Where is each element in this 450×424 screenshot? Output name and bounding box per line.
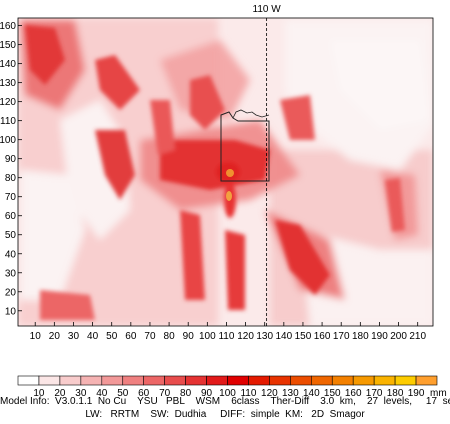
x-tick-label: 190 <box>371 331 388 342</box>
colorbar-level-label: 60 <box>138 388 150 399</box>
y-tick-label: 60 <box>5 211 17 222</box>
y-tick-label: 80 <box>5 173 17 184</box>
colorbar-level-label: 140 <box>303 388 320 399</box>
colorbar-level-label: 170 <box>366 388 383 399</box>
colorbar-level-label: 160 <box>345 388 362 399</box>
colorbar-level-label: 20 <box>54 388 66 399</box>
x-tick-label: 40 <box>87 331 99 342</box>
x-tick-label: 140 <box>275 331 292 342</box>
colorbar-level-label: 30 <box>75 388 87 399</box>
x-tick-label: 150 <box>295 331 312 342</box>
colorbar-swatch <box>269 375 291 386</box>
meridian-label: 110 W <box>253 4 282 15</box>
colorbar-swatch <box>164 375 186 386</box>
y-tick-label: 50 <box>5 230 17 241</box>
y-tick-label: 100 <box>0 135 16 146</box>
colorbar-swatch <box>227 375 249 386</box>
colorbar-level-label: 10 <box>33 388 45 399</box>
x-tick-label: 130 <box>256 331 273 342</box>
colorbar-swatch <box>38 375 61 386</box>
x-tick-label: 200 <box>390 331 407 342</box>
y-tick-label: 110 <box>0 116 16 127</box>
colorbar-level-label: 110 <box>240 388 256 399</box>
y-tick-label: 120 <box>0 97 16 108</box>
colorbar-swatch <box>206 375 228 386</box>
colorbar-level-label: 150 <box>324 388 341 399</box>
x-tick-label: 160 <box>314 331 331 342</box>
colorbar-level-label: 120 <box>261 388 278 399</box>
colorbar-swatch <box>331 375 354 386</box>
x-tick-label: 180 <box>352 331 369 342</box>
colorbar-level-label: 70 <box>159 388 171 399</box>
y-tick-label: 130 <box>0 78 16 89</box>
plot-frame <box>17 17 434 327</box>
colorbar: 10 20 30 40 50 60 70 80 90 100 110 120 130 140 150 160 1… <box>17 375 438 399</box>
x-tick-label: 80 <box>164 331 176 342</box>
x-tick-label: 60 <box>125 331 137 342</box>
colorbar-swatch <box>248 375 270 386</box>
colorbar-swatch <box>185 375 207 386</box>
colorbar-swatch <box>17 375 40 386</box>
colorbar-swatch <box>394 375 417 386</box>
colorbar-swatch <box>80 375 103 386</box>
physics-info-text: LW: RRTM SW: Dudhia DIFF: simple KM: 2D … <box>85 409 365 420</box>
x-tick-label: 120 <box>237 331 254 342</box>
colorbar-swatch <box>59 375 82 386</box>
x-tick-label: 90 <box>183 331 195 342</box>
precipitation-field <box>18 18 433 326</box>
colorbar-level-label: 100 <box>219 388 236 399</box>
y-tick-label: 30 <box>5 268 17 279</box>
y-tick-label: 140 <box>0 59 16 70</box>
colorbar-level-label: 190 <box>408 388 425 399</box>
colorbar-swatch <box>352 375 375 386</box>
x-axis: 10 20 30 40 50 60 70 80 90 100 110 120 130 140 150 160 1… <box>30 322 426 342</box>
y-axis: 10 20 30 40 50 60 70 80 90 100 110 120 130 140 150 160 <box>0 21 22 317</box>
colorbar-level-label: 90 <box>201 388 213 399</box>
y-tick-label: 70 <box>5 192 17 203</box>
colorbar-level-label: 130 <box>282 388 299 399</box>
x-tick-label: 20 <box>49 331 61 342</box>
colorbar-level-label: 40 <box>96 388 108 399</box>
colorbar-swatch <box>415 375 438 386</box>
x-tick-label: 30 <box>68 331 80 342</box>
colorbar-unit-label: mm <box>430 388 447 399</box>
colorbar-level-label: 80 <box>180 388 192 399</box>
x-tick-label: 210 <box>409 331 426 342</box>
x-tick-label: 170 <box>333 331 350 342</box>
model-info-text: Model Info: V3.0.1.1 No Cu YSU PBL WSM 6… <box>0 396 450 407</box>
y-tick-label: 150 <box>0 40 16 51</box>
y-tick-label: 160 <box>0 21 16 32</box>
colorbar-swatch <box>101 375 124 386</box>
colorbar-swatch <box>373 375 396 386</box>
state-boundary <box>220 111 270 182</box>
y-tick-label: 90 <box>5 154 17 165</box>
colorbar-swatch <box>310 375 333 386</box>
colorbar-swatch <box>143 375 165 386</box>
x-tick-label: 10 <box>30 331 42 342</box>
x-tick-label: 70 <box>144 331 156 342</box>
y-tick-label: 40 <box>5 249 17 260</box>
x-tick-label: 110 <box>218 331 234 342</box>
colorbar-swatch <box>290 375 312 386</box>
colorbar-swatch <box>122 375 145 386</box>
y-tick-label: 10 <box>5 306 17 317</box>
colorbar-level-label: 50 <box>117 388 129 399</box>
colorbar-level-label: 180 <box>387 388 404 399</box>
y-tick-label: 20 <box>5 287 17 298</box>
state-boundary-northern-edge <box>232 109 270 119</box>
x-tick-label: 50 <box>106 331 118 342</box>
x-tick-label: 100 <box>199 331 216 342</box>
